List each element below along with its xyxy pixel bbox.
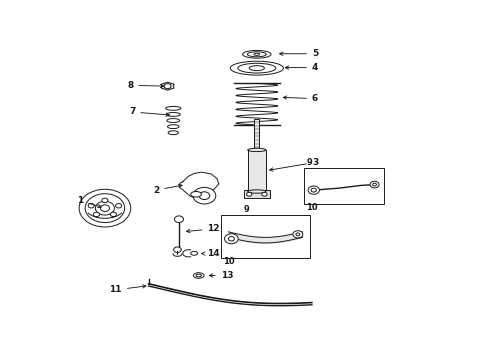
Ellipse shape	[243, 50, 271, 58]
Circle shape	[164, 84, 171, 89]
Ellipse shape	[238, 63, 276, 73]
Circle shape	[228, 237, 234, 241]
Text: 4: 4	[285, 63, 319, 72]
Circle shape	[199, 192, 210, 199]
Text: 14: 14	[201, 249, 220, 258]
Circle shape	[293, 231, 303, 238]
Ellipse shape	[249, 66, 265, 71]
Circle shape	[102, 198, 108, 203]
Ellipse shape	[191, 192, 201, 197]
Circle shape	[370, 181, 379, 188]
Circle shape	[308, 186, 319, 194]
Circle shape	[372, 183, 376, 186]
Bar	[244, 190, 270, 198]
Circle shape	[110, 212, 117, 217]
Ellipse shape	[248, 148, 266, 152]
Ellipse shape	[230, 61, 283, 75]
Ellipse shape	[194, 273, 204, 278]
Text: 5: 5	[280, 49, 318, 58]
Circle shape	[116, 203, 122, 208]
Text: 10: 10	[222, 257, 234, 266]
Text: 8: 8	[127, 81, 164, 90]
Circle shape	[85, 194, 124, 222]
Ellipse shape	[196, 274, 201, 277]
Circle shape	[100, 205, 109, 211]
Circle shape	[96, 201, 115, 215]
Text: 9: 9	[244, 205, 249, 214]
Text: 10: 10	[306, 203, 318, 212]
Polygon shape	[179, 172, 219, 198]
Circle shape	[173, 247, 181, 252]
Text: 7: 7	[129, 107, 170, 116]
Circle shape	[94, 212, 99, 217]
Ellipse shape	[166, 112, 180, 116]
Circle shape	[246, 192, 252, 196]
Bar	[304, 168, 384, 204]
Text: 11: 11	[109, 285, 146, 294]
Circle shape	[88, 203, 94, 208]
Bar	[248, 150, 266, 192]
Ellipse shape	[248, 190, 266, 193]
Text: 13: 13	[209, 271, 233, 280]
Circle shape	[224, 234, 238, 244]
Bar	[220, 215, 310, 258]
Circle shape	[311, 188, 317, 192]
Text: 12: 12	[187, 224, 220, 233]
Polygon shape	[161, 82, 174, 90]
Circle shape	[262, 192, 267, 196]
Ellipse shape	[168, 125, 179, 129]
Bar	[254, 120, 260, 150]
Text: 1: 1	[77, 196, 101, 208]
Text: 3: 3	[270, 158, 318, 171]
Ellipse shape	[168, 131, 178, 135]
Ellipse shape	[247, 52, 267, 57]
Text: 9: 9	[306, 158, 312, 167]
Ellipse shape	[191, 251, 197, 255]
Ellipse shape	[254, 53, 260, 55]
Ellipse shape	[166, 107, 181, 110]
Circle shape	[296, 233, 300, 236]
Circle shape	[193, 187, 216, 204]
Ellipse shape	[167, 118, 180, 122]
Circle shape	[174, 216, 184, 222]
Circle shape	[79, 189, 131, 227]
Text: 6: 6	[283, 94, 318, 103]
Text: 2: 2	[153, 184, 182, 195]
